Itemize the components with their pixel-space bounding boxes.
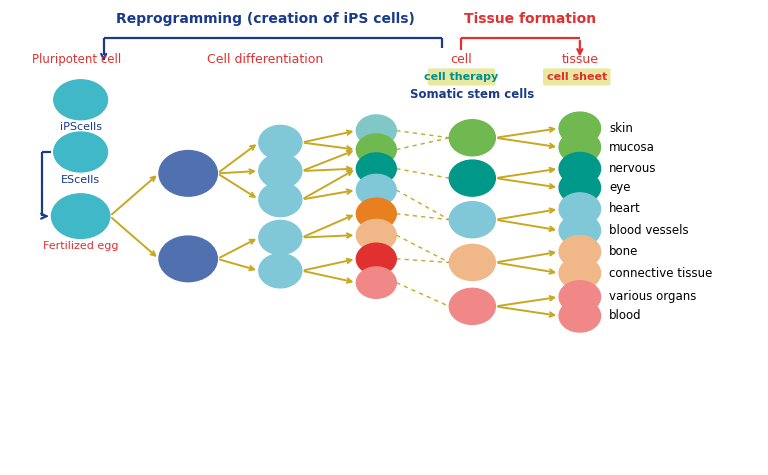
Text: EScells: EScells [61,174,100,185]
Ellipse shape [159,151,217,196]
Ellipse shape [559,112,601,144]
Ellipse shape [259,220,302,255]
Ellipse shape [559,193,601,225]
Ellipse shape [259,182,302,217]
FancyBboxPatch shape [543,68,611,86]
Text: Fertilized egg: Fertilized egg [43,241,118,251]
Ellipse shape [54,132,108,172]
Ellipse shape [159,236,217,282]
FancyBboxPatch shape [428,68,495,86]
Ellipse shape [356,267,396,298]
Text: skin: skin [609,122,633,135]
Ellipse shape [559,131,601,163]
Ellipse shape [559,214,601,247]
Ellipse shape [559,281,601,313]
Text: mucosa: mucosa [609,141,655,154]
Ellipse shape [356,243,396,275]
Ellipse shape [356,198,396,229]
Ellipse shape [559,300,601,332]
Text: blood: blood [609,309,641,323]
Text: tissue: tissue [561,53,598,66]
Ellipse shape [449,288,495,324]
Ellipse shape [449,201,495,238]
Ellipse shape [559,152,601,185]
Text: eye: eye [609,181,631,194]
Text: nervous: nervous [609,162,657,175]
Ellipse shape [259,154,302,188]
Ellipse shape [356,115,396,146]
Text: Somatic stem cells: Somatic stem cells [410,88,535,102]
Ellipse shape [259,125,302,160]
Text: Tissue formation: Tissue formation [464,12,596,26]
Text: cell: cell [450,53,472,66]
Ellipse shape [356,153,396,184]
Ellipse shape [449,160,495,196]
Ellipse shape [54,80,108,120]
Ellipse shape [559,171,601,204]
Ellipse shape [449,244,495,280]
Text: bone: bone [609,245,638,258]
Text: blood vessels: blood vessels [609,224,689,237]
Text: various organs: various organs [609,290,697,304]
Text: Reprogramming (creation of iPS cells): Reprogramming (creation of iPS cells) [115,12,415,26]
Ellipse shape [559,257,601,289]
Ellipse shape [356,134,396,165]
Text: cell therapy: cell therapy [425,72,498,82]
Ellipse shape [449,120,495,156]
Ellipse shape [356,219,396,251]
Text: connective tissue: connective tissue [609,266,713,280]
Ellipse shape [356,174,396,206]
Text: iPScells: iPScells [60,122,101,133]
Text: Cell differentiation: Cell differentiation [207,53,323,66]
Text: heart: heart [609,202,641,216]
Text: cell sheet: cell sheet [547,72,607,82]
Text: Pluripotent cell: Pluripotent cell [32,53,121,66]
Ellipse shape [259,254,302,288]
Ellipse shape [559,236,601,268]
Ellipse shape [51,194,110,238]
